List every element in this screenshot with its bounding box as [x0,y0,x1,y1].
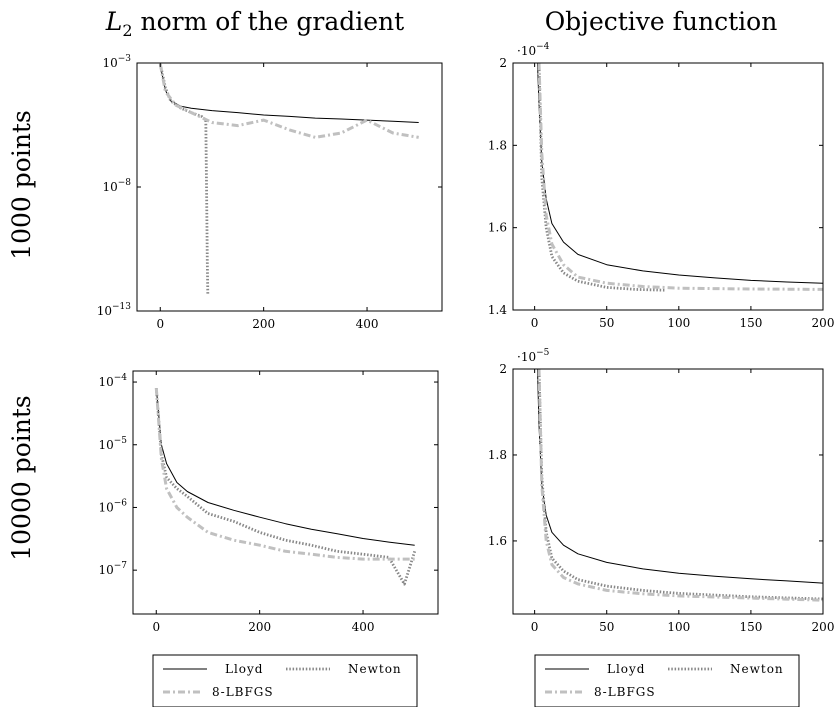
x-tick-label: 0 [531,316,539,330]
x-tick-label: 100 [667,316,690,330]
y-tick-label: 2 [499,56,507,70]
series-line-lloyd [155,388,415,546]
legend-box [152,654,418,707]
series-line-newton [158,63,210,294]
row-label-1000: 1000 points [7,110,36,260]
series-line-newton [154,387,417,586]
series-line-lloyd [537,63,823,284]
x-tick-label: 150 [739,316,762,330]
y-tick-label: 10−4 [98,373,127,389]
y-tick-label: 1.8 [488,448,507,462]
legend-label-lloyd: Lloyd [225,662,264,676]
series-line-8-lbfgs [154,387,415,561]
y-tick-label: 10−3 [102,54,131,70]
x-tick-label: 200 [812,620,835,634]
x-tick-label: 0 [531,620,539,634]
x-tick-label: 100 [667,620,690,634]
series-line-lloyd [159,65,419,123]
series-line-lloyd [537,369,823,584]
y-tick-label: 2 [499,362,507,376]
x-tick-label: 200 [248,620,271,634]
objective-10000-chart: 0 50 100 150 200 1.6 1.8 2 ·10−5 [488,348,835,634]
y-multiplier-label: ·10−4 [517,42,550,58]
y-tick-label: 1.4 [488,303,507,317]
legend-label-lloyd: Lloyd [607,662,646,676]
gradient-norm-1000-chart: 0 200 400 10−13 10−8 10−3 [97,54,443,331]
x-tick-label: 50 [599,620,614,634]
series-line-8-lbfgs [537,369,823,602]
x-tick-label: 0 [156,317,164,331]
y-tick-label: 10−13 [97,302,132,318]
legend-left: Lloyd Newton 8-LBFGS [152,654,418,707]
legend-label-newton: Newton [730,662,784,676]
series-line-newton [537,369,823,601]
y-tick-label: 1.8 [488,138,507,152]
y-tick-label: 1.6 [488,221,507,235]
legend-label-8-lbfgs: 8-LBFGS [212,685,274,699]
plot-frame [512,62,824,311]
y-multiplier-label: ·10−5 [517,348,550,364]
y-tick-label: 10−6 [98,498,127,514]
col-title-objective: Objective function [545,7,778,36]
y-tick-label: 10−7 [98,561,127,577]
series-line-8-lbfgs [158,63,419,139]
y-tick-label: 10−5 [98,436,127,452]
y-tick-label: 1.6 [488,534,507,548]
y-tick-label: 10−8 [102,178,131,194]
x-tick-label: 200 [252,317,275,331]
x-tick-label: 200 [812,316,835,330]
gradient-norm-10000-chart: 0 200 400 10−7 10−6 10−5 10−4 [98,370,439,634]
x-tick-label: 50 [599,316,614,330]
col-title-gradient: L2 norm of the gradient [105,7,404,40]
x-tick-label: 0 [152,620,160,634]
legend-box [534,654,800,707]
legend-label-8-lbfgs: 8-LBFGS [594,685,656,699]
x-tick-label: 150 [739,620,762,634]
x-tick-label: 400 [356,317,379,331]
series-line-8-lbfgs [537,63,823,291]
x-tick-label: 400 [352,620,375,634]
plot-frame [512,368,824,615]
objective-1000-chart: 0 50 100 150 200 1.4 1.6 1.8 2 ·10−4 [488,42,835,330]
row-label-10000: 10000 points [7,395,36,561]
legend-label-newton: Newton [348,662,402,676]
plot-frame [136,62,443,312]
plot-frame [132,370,439,615]
legend-right: Lloyd Newton 8-LBFGS [534,654,800,707]
